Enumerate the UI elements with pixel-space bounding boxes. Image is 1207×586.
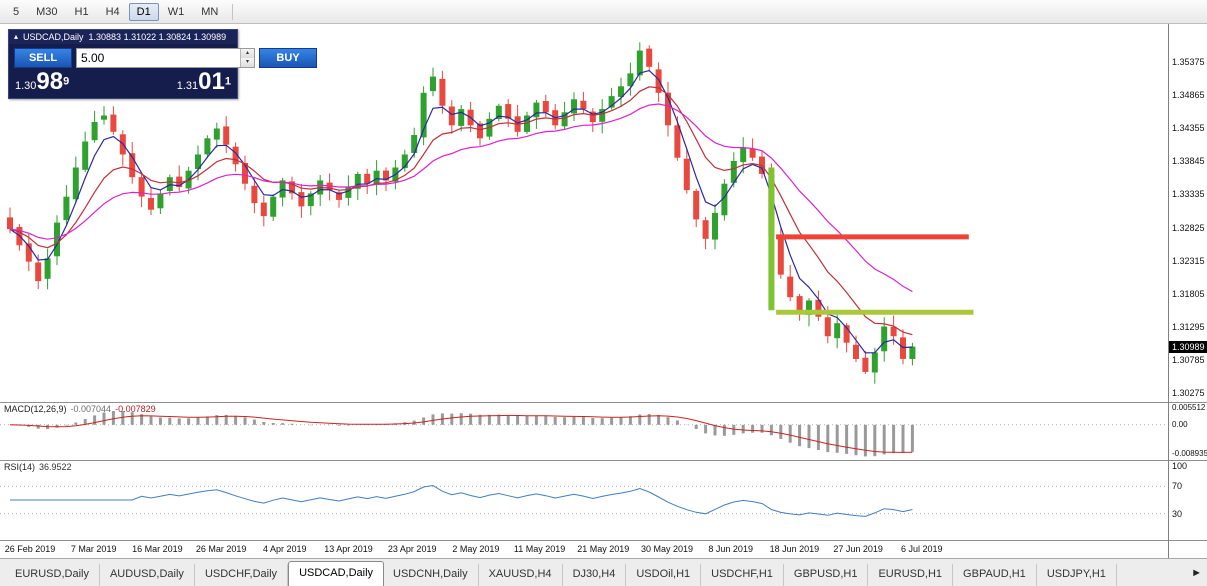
chart-tab[interactable]: EURUSD,H1 xyxy=(868,564,954,586)
date-label: 2 May 2019 xyxy=(452,544,500,554)
macd-indicator-panel[interactable]: MACD(12,26,9) -0.007044 -0.007829 xyxy=(0,402,1168,460)
axis-label: 1.35375 xyxy=(1172,57,1205,67)
tab-scroll-right-icon[interactable]: ► xyxy=(1189,567,1204,579)
sell-button[interactable]: SELL xyxy=(14,48,72,68)
timeframe-button-h1[interactable]: H1 xyxy=(67,3,97,21)
date-label: 30 May 2019 xyxy=(640,544,694,554)
candlestick-chart[interactable] xyxy=(0,24,1168,402)
macd-label: MACD(12,26,9) -0.007044 -0.007829 xyxy=(4,404,156,414)
axis-label: 1.31295 xyxy=(1172,321,1205,332)
axis-label: 1.30785 xyxy=(1172,354,1205,365)
chart-title-bar: ▴ USDCAD,Daily 1.30883 1.31022 1.30824 1… xyxy=(9,30,237,44)
axis-label: -0.008935 xyxy=(1172,449,1207,458)
axis-label: 70 xyxy=(1172,481,1183,492)
date-axis[interactable]: 26 Feb 2019 7 Mar 2019 16 Mar 2019 26 Mar 2… xyxy=(0,540,1168,558)
chart-tab[interactable]: USDCHF,H1 xyxy=(701,564,784,586)
chart-tab[interactable]: USDCNH,Daily xyxy=(383,564,479,586)
chart-title: USDCAD,Daily xyxy=(23,32,84,42)
chart-tab[interactable]: USDCHF,Daily xyxy=(195,564,289,586)
volume-spinner[interactable]: ▴ ▾ xyxy=(76,48,255,68)
current-price-badge: 1.30989 xyxy=(1169,340,1207,353)
timeframe-button-w1[interactable]: W1 xyxy=(160,3,193,21)
rsi-indicator-panel[interactable]: RSI(14) 36.9522 xyxy=(0,460,1168,540)
price-axis-border xyxy=(1168,24,1169,558)
axis-label: 1.31805 xyxy=(1172,288,1205,299)
date-label: 26 Mar 2019 xyxy=(195,544,247,554)
axis-label: 0.00 xyxy=(1172,419,1188,429)
volume-down-icon[interactable]: ▾ xyxy=(241,58,254,67)
bid-price: 1.30989 xyxy=(15,68,70,95)
date-label: 26 Feb 2019 xyxy=(4,544,56,554)
date-label: 4 Apr 2019 xyxy=(263,544,307,554)
timeframe-button-d1[interactable]: D1 xyxy=(128,2,159,21)
timeframe-toolbar: 5 M30 H1 H4 D1 W1 MN xyxy=(0,0,1207,24)
timeframe-button-mn[interactable]: MN xyxy=(193,3,226,21)
one-click-trading-panel: ▴ USDCAD,Daily 1.30883 1.31022 1.30824 1… xyxy=(8,29,317,99)
timeframe-button-m30[interactable]: M30 xyxy=(28,3,65,21)
date-label: 27 Jun 2019 xyxy=(833,544,883,554)
chart-window: ▴ USDCAD,Daily 1.30883 1.31022 1.30824 1… xyxy=(0,24,1207,558)
date-label: 8 Jun 2019 xyxy=(708,544,753,554)
rsi-chart xyxy=(0,484,1168,517)
ask-price: 1.31011 xyxy=(176,68,231,95)
date-label: 23 Apr 2019 xyxy=(387,544,437,554)
rsi-label: RSI(14) 36.9522 xyxy=(4,462,72,472)
macd-chart xyxy=(0,411,1168,457)
chart-tab[interactable]: XAUUSD,H4 xyxy=(479,564,563,586)
date-label: 21 May 2019 xyxy=(577,544,630,554)
axis-label: 0.005512 xyxy=(1172,403,1206,412)
chart-tab[interactable]: USDJPY,H1 xyxy=(1037,564,1117,586)
axis-label: 1.32825 xyxy=(1172,222,1205,233)
axis-label: 30 xyxy=(1172,508,1183,519)
volume-spin-buttons: ▴ ▾ xyxy=(240,49,254,67)
date-label: 13 Apr 2019 xyxy=(324,544,373,554)
chart-tab[interactable]: USDOil,H1 xyxy=(626,564,702,586)
axis-label: 1.33335 xyxy=(1172,189,1205,200)
chart-tabs: EURUSD,Daily AUDUSD,Daily USDCHF,Daily USDC… xyxy=(5,561,1117,586)
date-label: 16 Mar 2019 xyxy=(132,544,183,554)
volume-input[interactable] xyxy=(77,49,240,67)
date-label: 7 Mar 2019 xyxy=(70,544,117,554)
timeframe-button-5[interactable]: 5 xyxy=(5,3,27,21)
panel-splitter xyxy=(0,540,1207,541)
timeframe-button-h4[interactable]: H4 xyxy=(98,3,128,21)
price-axis[interactable]: 1.30989 1.35375 1.34865 1.34355 1.33845 1.33… xyxy=(1169,24,1207,558)
axis-label: 1.34355 xyxy=(1172,123,1205,134)
axis-label: 1.30275 xyxy=(1172,388,1205,398)
axis-label: 100 xyxy=(1172,461,1188,471)
date-label: 6 Jul 2019 xyxy=(901,544,943,554)
axis-label: 1.33845 xyxy=(1172,156,1205,167)
collapse-icon[interactable]: ▴ xyxy=(14,32,19,41)
axis-label: 1.32315 xyxy=(1172,255,1205,266)
chart-tab[interactable]: AUDUSD,Daily xyxy=(100,564,195,586)
volume-up-icon[interactable]: ▴ xyxy=(241,49,254,58)
chart-tab[interactable]: DJ30,H4 xyxy=(563,564,627,586)
timeframe-group: 5 M30 H1 H4 D1 W1 MN xyxy=(5,2,226,21)
toolbar-separator xyxy=(232,3,234,20)
chart-tab[interactable]: EURUSD,Daily xyxy=(5,564,100,586)
chart-ohlc-values: 1.30883 1.31022 1.30824 1.30989 xyxy=(88,32,227,42)
date-label: 18 Jun 2019 xyxy=(769,544,820,554)
chart-tab[interactable]: GBPUSD,H1 xyxy=(784,564,869,586)
chart-tabbar: EURUSD,Daily AUDUSD,Daily USDCHF,Daily USDC… xyxy=(0,558,1207,586)
axis-label: 1.34865 xyxy=(1172,90,1205,101)
panel-splitter[interactable] xyxy=(0,460,1207,461)
date-label: 11 May 2019 xyxy=(513,544,566,554)
chart-tab[interactable]: GBPAUD,H1 xyxy=(953,564,1037,586)
one-click-trading-body: SELL ▴ ▾ BUY 1.30989 1.31011 xyxy=(9,44,317,98)
panel-splitter[interactable] xyxy=(0,402,1207,403)
buy-button[interactable]: BUY xyxy=(259,48,317,68)
chart-tab[interactable]: USDCAD,Daily xyxy=(288,561,385,586)
